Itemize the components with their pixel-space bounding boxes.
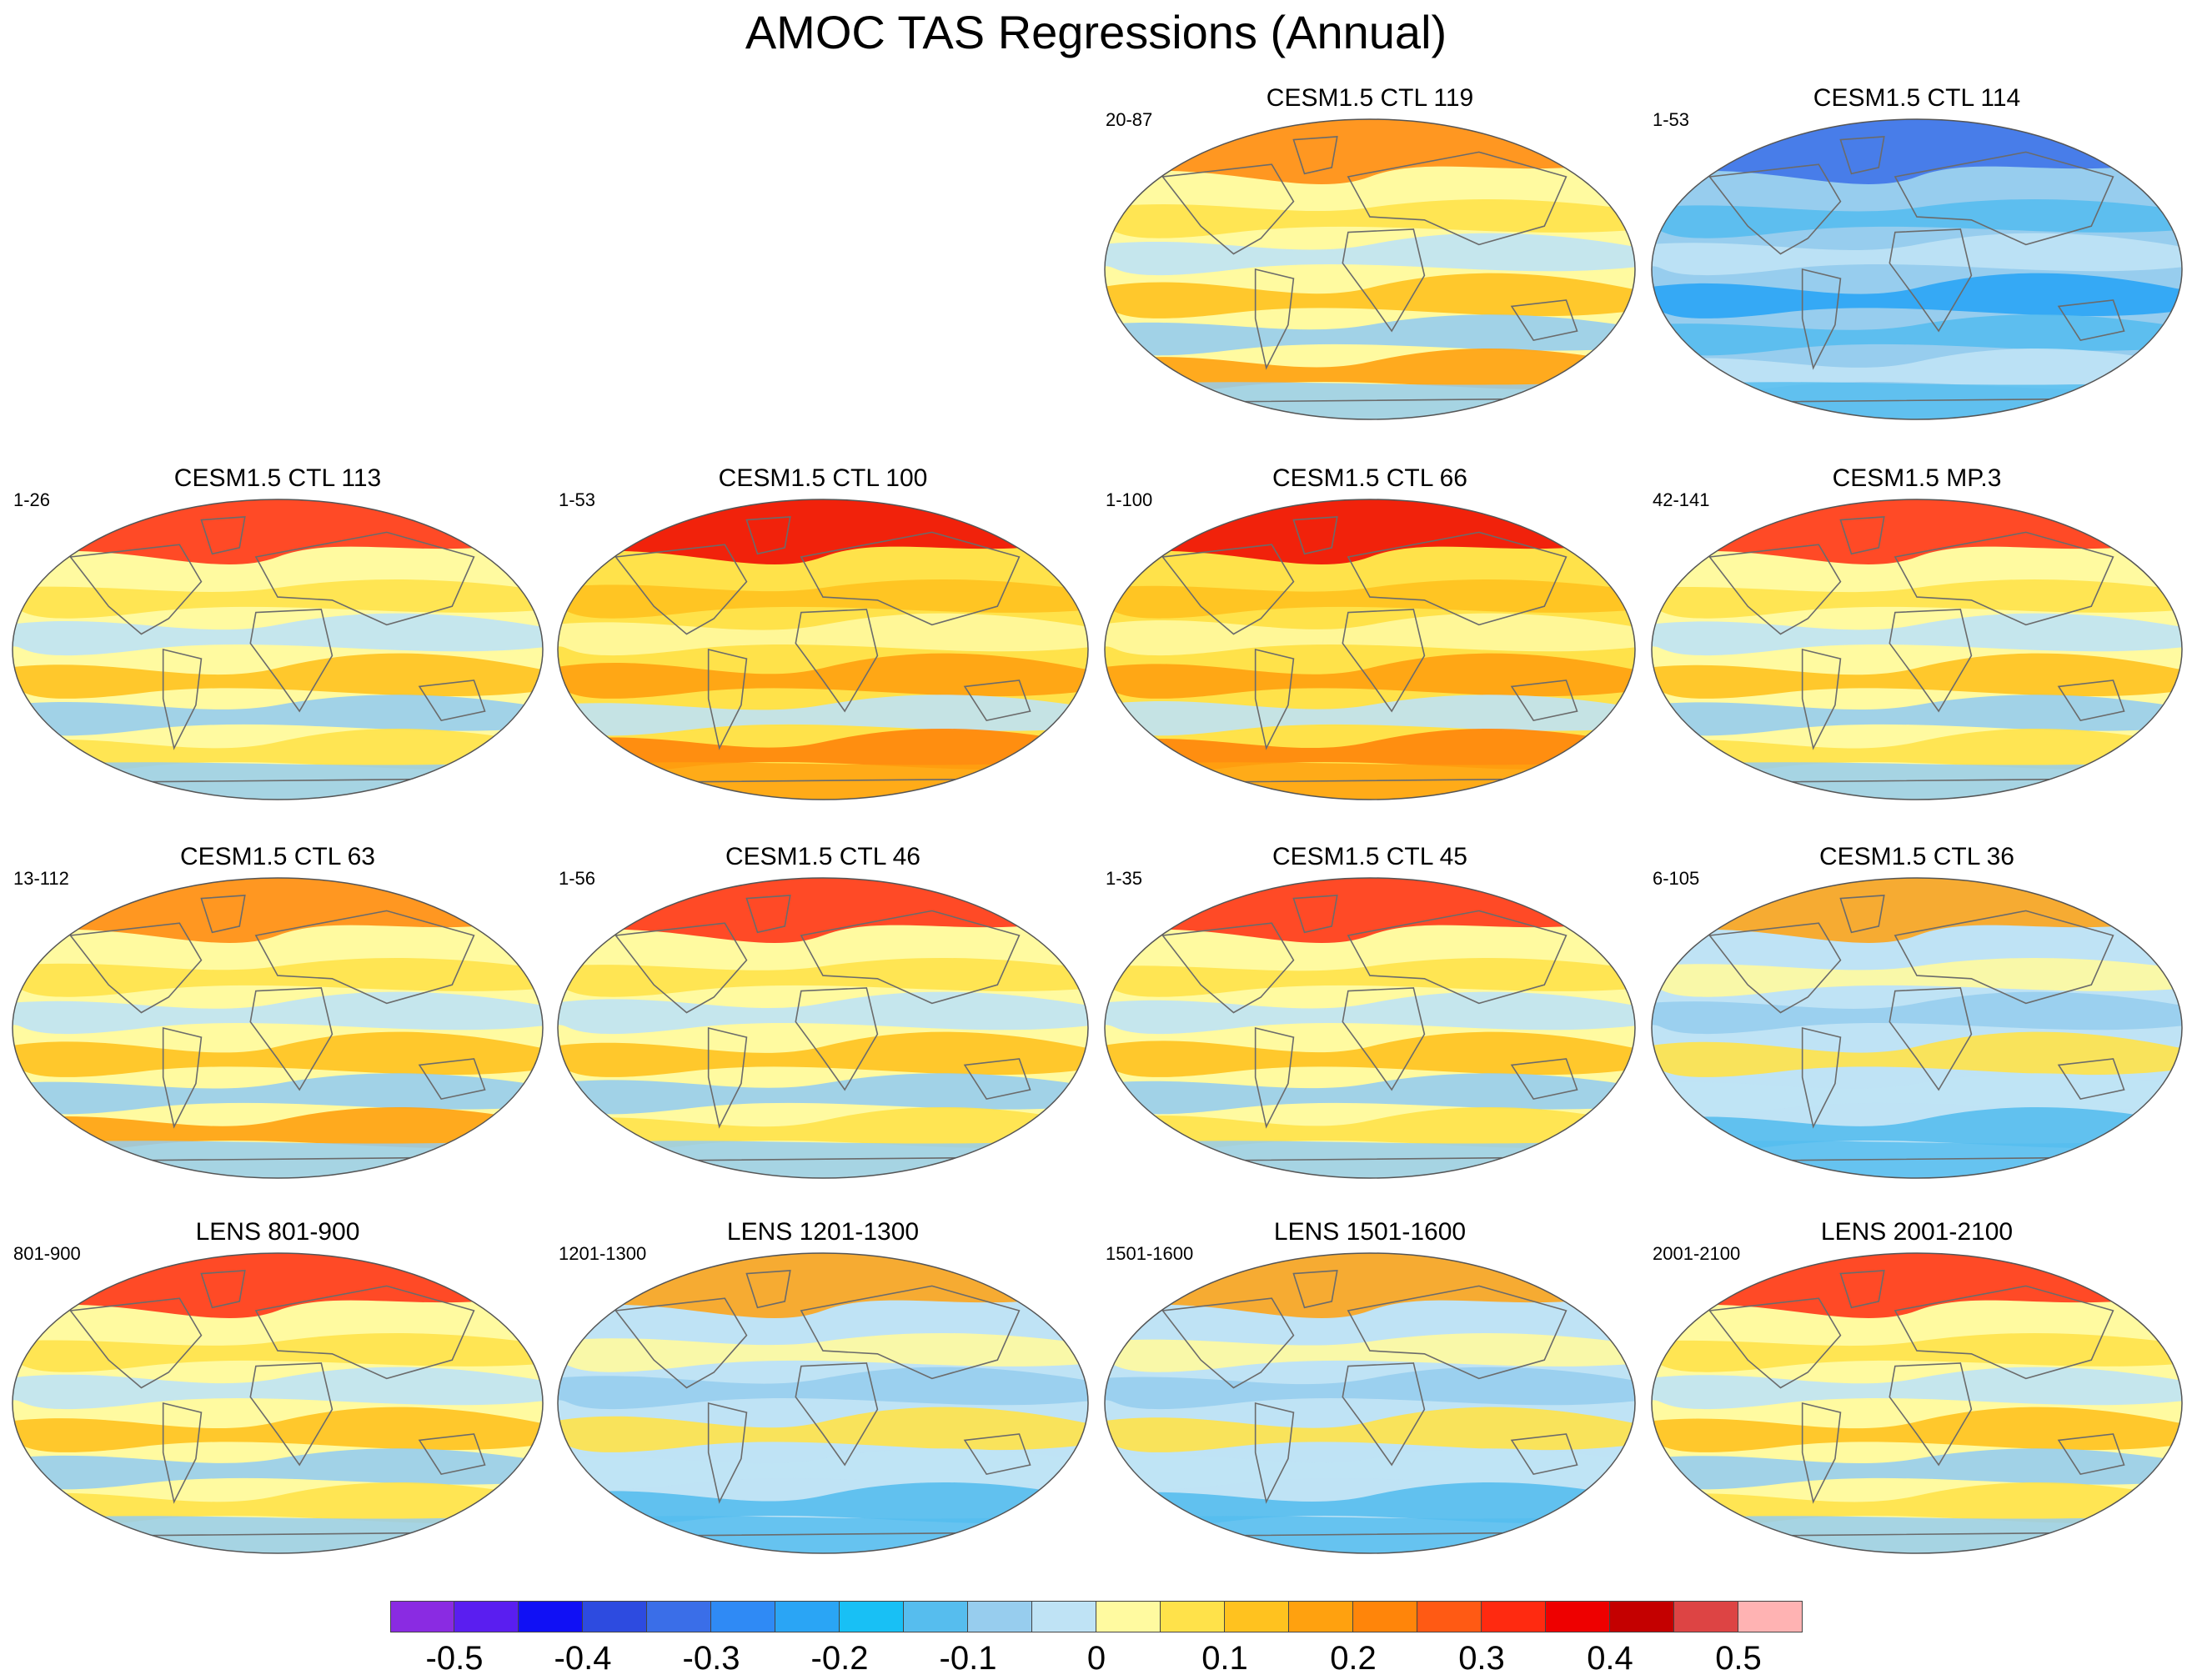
panel-title: CESM1.5 MP.3 <box>1832 464 2002 492</box>
panel-title: CESM1.5 CTL 114 <box>1813 84 2021 112</box>
colorbar-tick-label: -0.5 <box>425 1640 484 1677</box>
panel-year-range: 2001-2100 <box>1653 1243 1741 1264</box>
colorbar-swatch <box>1353 1601 1417 1632</box>
colorbar <box>390 1601 1803 1634</box>
map-projection <box>1651 499 2183 800</box>
colorbar-tick-label: -0.3 <box>682 1640 740 1677</box>
panel-year-range: 42-141 <box>1653 489 1710 510</box>
map-projection <box>12 877 544 1179</box>
colorbar-swatch <box>1161 1601 1225 1632</box>
map-panel: CESM1.5 CTL 46 1-56 <box>550 842 1096 1184</box>
panel-year-range: 1-100 <box>1106 489 1153 510</box>
map-panel: CESM1.5 MP.3 42-141 <box>1644 464 2189 805</box>
panel-title: CESM1.5 CTL 63 <box>180 843 375 870</box>
panel-title: CESM1.5 CTL 66 <box>1272 464 1467 492</box>
map-projection <box>557 499 1089 800</box>
map-panel: CESM1.5 CTL 36 6-105 <box>1644 842 2189 1184</box>
map-panel: CESM1.5 CTL 114 1-53 <box>1644 83 2189 425</box>
colorbar-swatch <box>1738 1601 1803 1632</box>
colorbar-swatch <box>1032 1601 1096 1632</box>
map-panel: LENS 801-900 801-900 <box>5 1217 550 1559</box>
colorbar-swatch <box>647 1601 711 1632</box>
panel-year-range: 1201-1300 <box>559 1243 647 1264</box>
colorbar-tick-label: -0.1 <box>939 1640 997 1677</box>
map-projection <box>1104 1252 1636 1554</box>
map-panel: LENS 1501-1600 1501-1600 <box>1097 1217 1643 1559</box>
colorbar-swatch <box>1417 1601 1482 1632</box>
colorbar-swatch <box>968 1601 1032 1632</box>
colorbar-swatch <box>519 1601 583 1632</box>
panel-title: CESM1.5 CTL 45 <box>1272 843 1467 870</box>
colorbar-tick-label: -0.2 <box>810 1640 869 1677</box>
panel-year-range: 1-35 <box>1106 868 1143 889</box>
map-panel: LENS 1201-1300 1201-1300 <box>550 1217 1096 1559</box>
panel-title: CESM1.5 CTL 100 <box>718 464 928 492</box>
colorbar-swatch <box>1546 1601 1610 1632</box>
colorbar-tick-label: 0.5 <box>1715 1640 1762 1677</box>
colorbar-tick-label: 0 <box>1086 1640 1106 1677</box>
map-projection <box>12 1252 544 1554</box>
map-projection <box>1104 118 1636 420</box>
panel-title: LENS 2001-2100 <box>1820 1218 2014 1246</box>
colorbar-swatch <box>454 1601 519 1632</box>
map-projection <box>1104 877 1636 1179</box>
panel-year-range: 801-900 <box>13 1243 81 1264</box>
colorbar-tick-label: -0.4 <box>554 1640 612 1677</box>
map-panel: CESM1.5 CTL 45 1-35 <box>1097 842 1643 1184</box>
colorbar-swatch <box>1674 1601 1738 1632</box>
map-projection <box>557 1252 1089 1554</box>
colorbar-swatch <box>1225 1601 1289 1632</box>
colorbar-swatch <box>583 1601 647 1632</box>
map-panel: CESM1.5 CTL 119 20-87 <box>1097 83 1643 425</box>
panel-year-range: 13-112 <box>13 868 69 889</box>
colorbar-swatch <box>904 1601 968 1632</box>
panel-year-range: 1-56 <box>559 868 596 889</box>
map-projection <box>1104 499 1636 800</box>
map-projection <box>1651 1252 2183 1554</box>
panel-year-range: 20-87 <box>1106 109 1153 130</box>
map-panel: LENS 2001-2100 2001-2100 <box>1644 1217 2189 1559</box>
panel-title: LENS 1201-1300 <box>726 1218 920 1246</box>
panel-year-range: 1501-1600 <box>1106 1243 1194 1264</box>
panel-year-range: 1-53 <box>1653 109 1690 130</box>
panel-title: CESM1.5 CTL 119 <box>1266 84 1474 112</box>
colorbar-tick-label: 0.3 <box>1458 1640 1505 1677</box>
panel-title: CESM1.5 CTL 36 <box>1819 843 2014 870</box>
panel-year-range: 1-26 <box>13 489 51 510</box>
colorbar-tick-label: 0.2 <box>1330 1640 1377 1677</box>
colorbar-tick-label: 0.4 <box>1587 1640 1633 1677</box>
map-panel: CESM1.5 CTL 100 1-53 <box>550 464 1096 805</box>
panel-title: CESM1.5 CTL 113 <box>173 464 382 492</box>
colorbar-swatch <box>1482 1601 1546 1632</box>
colorbar-swatch <box>840 1601 904 1632</box>
colorbar-swatch <box>711 1601 775 1632</box>
map-projection <box>12 499 544 800</box>
figure-title: AMOC TAS Regressions (Annual) <box>745 6 1447 58</box>
map-projection <box>1651 877 2183 1179</box>
map-projection <box>1651 118 2183 420</box>
map-panel: CESM1.5 CTL 113 1-26 <box>5 464 550 805</box>
colorbar-swatch <box>1610 1601 1674 1632</box>
colorbar-swatch <box>1289 1601 1353 1632</box>
panel-year-range: 1-53 <box>559 489 596 510</box>
colorbar-tick-label: 0.1 <box>1201 1640 1248 1677</box>
map-panel: CESM1.5 CTL 66 1-100 <box>1097 464 1643 805</box>
map-panel: CESM1.5 CTL 63 13-112 <box>5 842 550 1184</box>
colorbar-swatch <box>775 1601 840 1632</box>
panel-year-range: 6-105 <box>1653 868 1700 889</box>
colorbar-swatch <box>390 1601 454 1632</box>
panel-title: LENS 1501-1600 <box>1273 1218 1467 1246</box>
map-projection <box>557 877 1089 1179</box>
panel-title: LENS 801-900 <box>195 1218 360 1246</box>
panel-title: CESM1.5 CTL 46 <box>725 843 920 870</box>
colorbar-swatch <box>1096 1601 1161 1632</box>
